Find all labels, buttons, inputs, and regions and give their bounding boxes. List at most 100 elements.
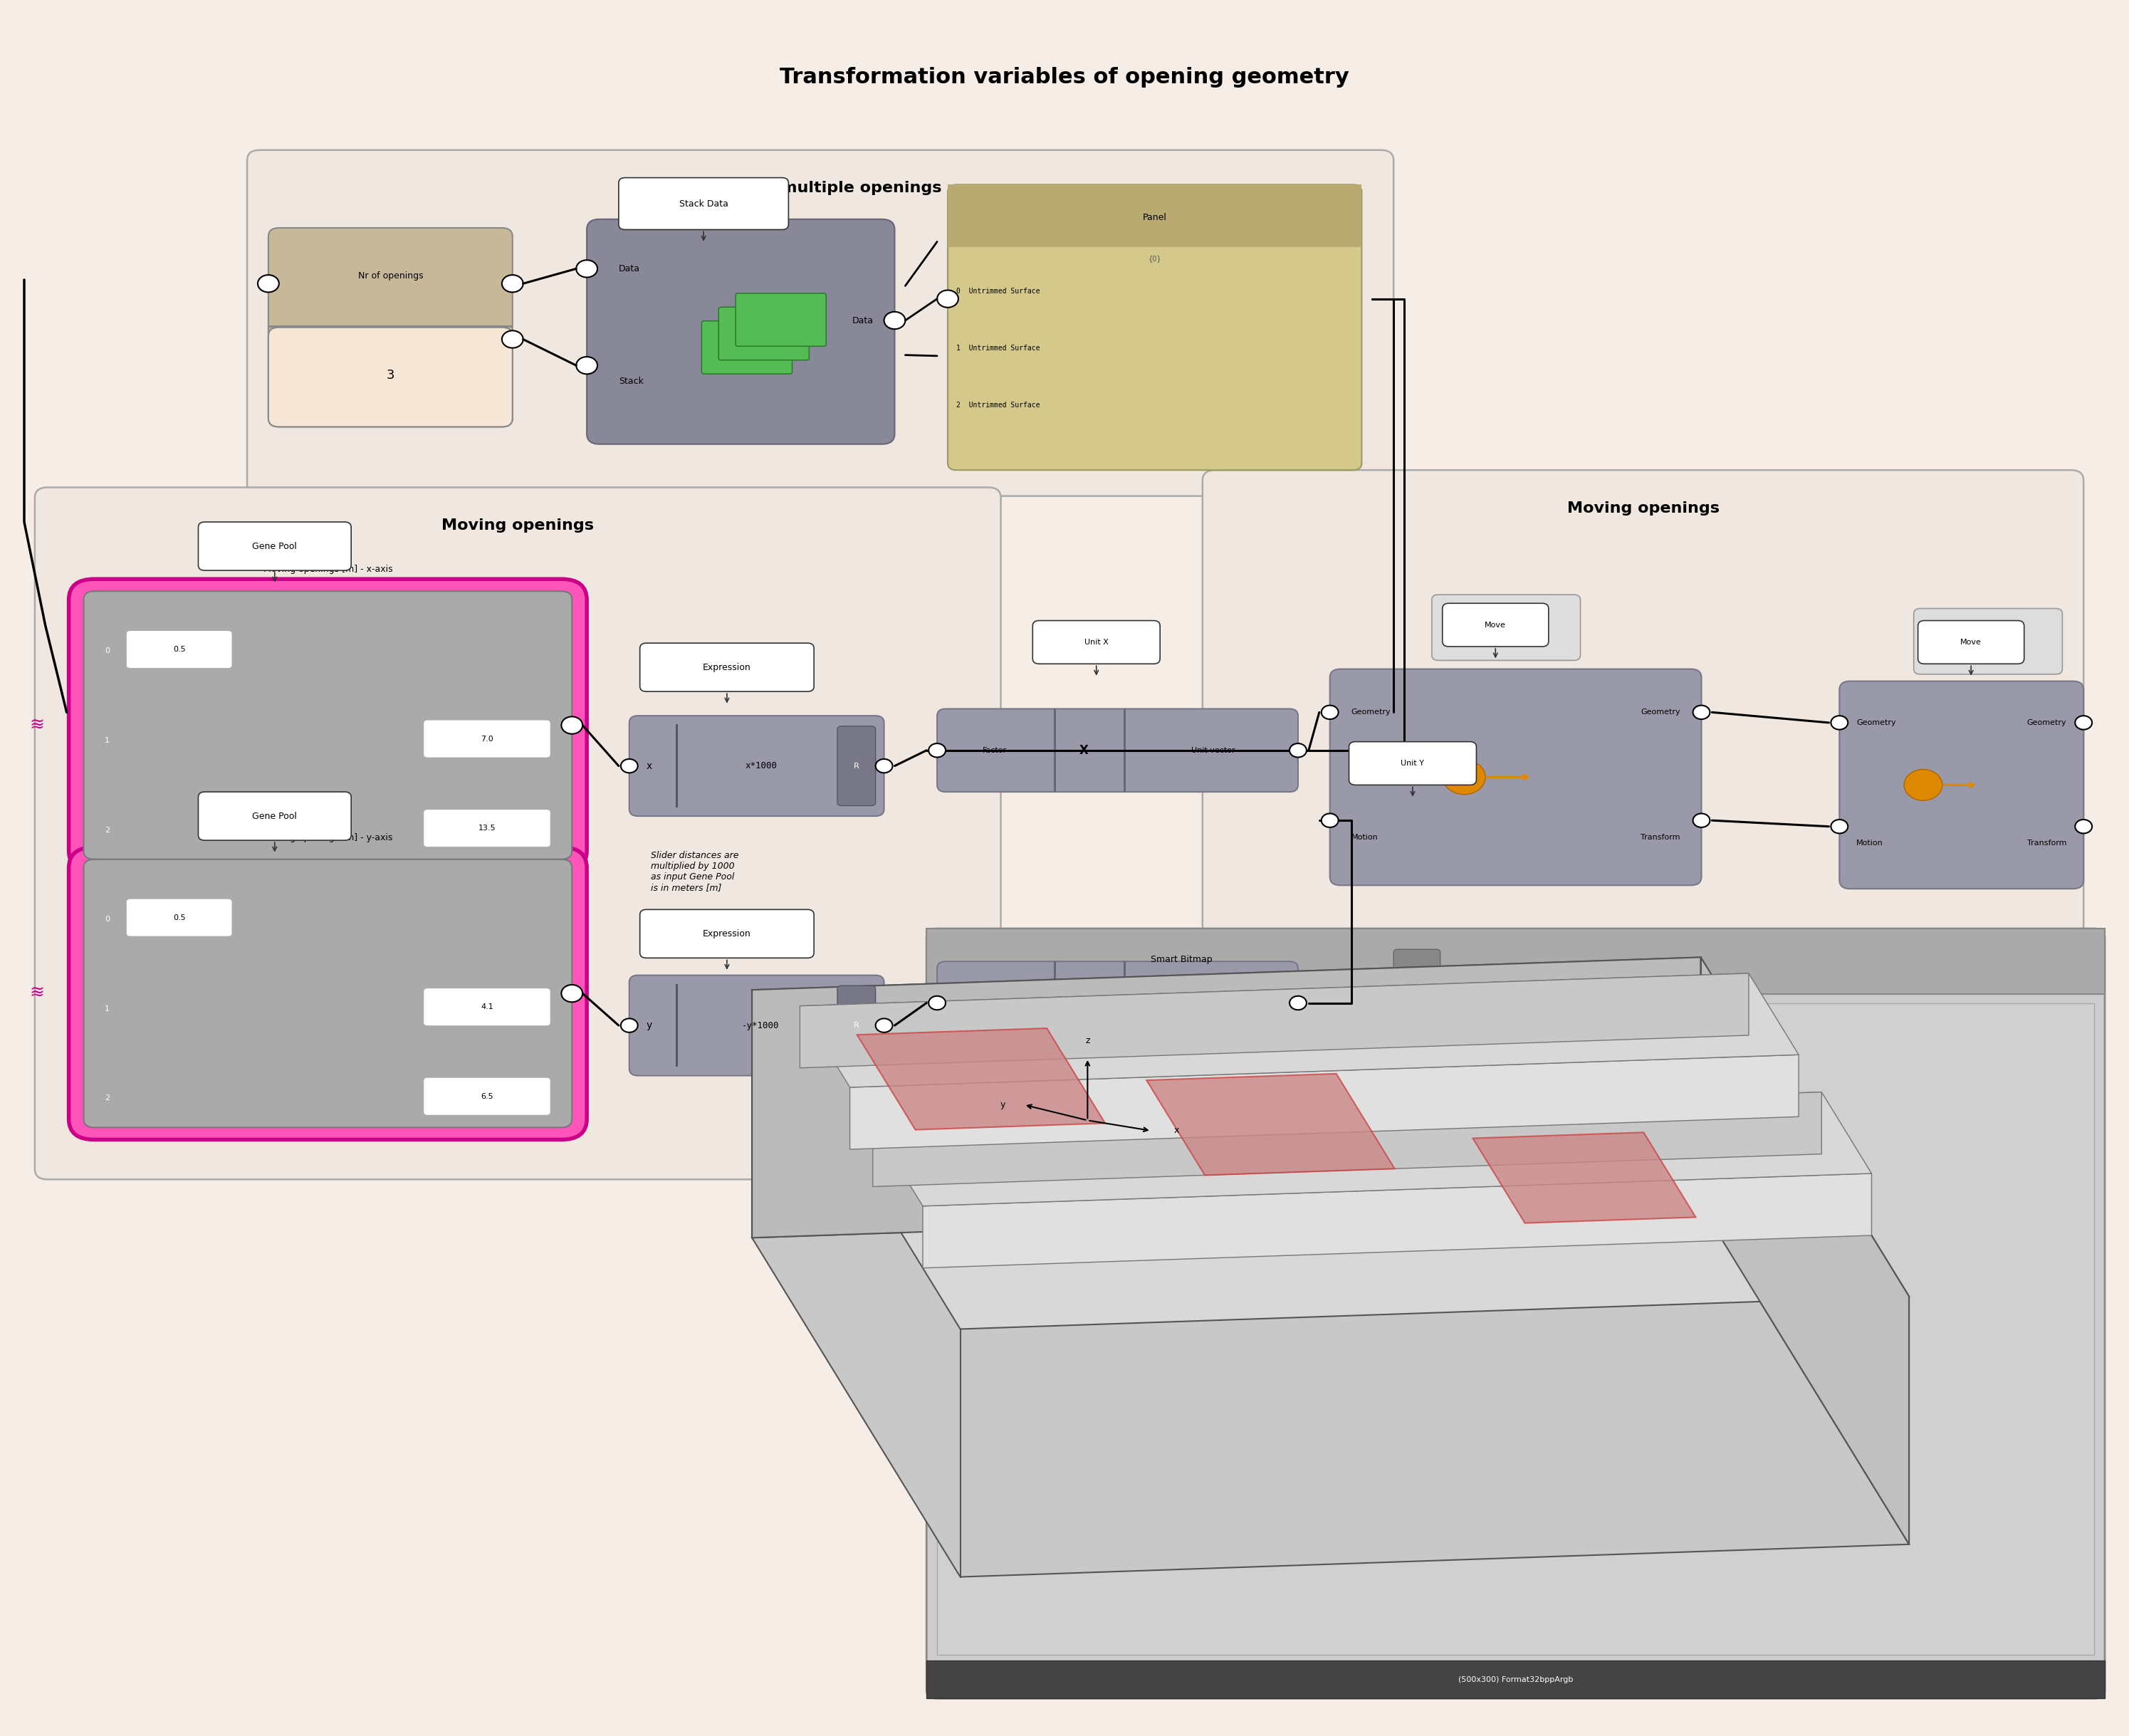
FancyBboxPatch shape <box>68 847 588 1139</box>
Circle shape <box>258 274 279 292</box>
FancyBboxPatch shape <box>588 219 894 444</box>
FancyBboxPatch shape <box>1394 950 1441 981</box>
Text: 0.5: 0.5 <box>172 915 185 922</box>
Circle shape <box>937 290 958 307</box>
Text: Data: Data <box>620 264 641 273</box>
FancyBboxPatch shape <box>1914 609 2063 674</box>
Text: Slider distances are
multiplied by 1000
as input Gene Pool
is in meters [m]: Slider distances are multiplied by 1000 … <box>651 851 739 892</box>
Text: Expression: Expression <box>703 929 752 939</box>
Text: X: X <box>1079 745 1088 757</box>
Polygon shape <box>858 1028 1105 1130</box>
FancyBboxPatch shape <box>424 720 551 759</box>
Polygon shape <box>801 974 1799 1087</box>
Text: Moving openings: Moving openings <box>441 519 594 533</box>
Polygon shape <box>873 1092 1871 1207</box>
Text: 0.5: 0.5 <box>172 646 185 653</box>
Bar <box>926 929 2106 995</box>
Circle shape <box>1443 760 1486 795</box>
Text: (500x300) Format32bppArgb: (500x300) Format32bppArgb <box>1458 1675 1573 1682</box>
Text: Move: Move <box>1495 623 1518 632</box>
Text: x*1000: x*1000 <box>745 762 777 771</box>
Circle shape <box>884 312 905 330</box>
Polygon shape <box>873 1092 1822 1187</box>
Text: Stack Data: Stack Data <box>679 200 728 208</box>
Text: R: R <box>854 1023 860 1029</box>
Text: Motion: Motion <box>1856 840 1884 847</box>
Text: 1: 1 <box>104 1005 111 1012</box>
Text: 2  Untrimmed Surface: 2 Untrimmed Surface <box>956 401 1039 408</box>
FancyBboxPatch shape <box>641 910 813 958</box>
Text: y: y <box>1001 1101 1005 1109</box>
Bar <box>937 1003 2095 1654</box>
Circle shape <box>2076 715 2093 729</box>
Circle shape <box>502 330 524 347</box>
Text: 4.1: 4.1 <box>481 1003 494 1010</box>
Text: x: x <box>1173 1127 1179 1135</box>
Circle shape <box>875 1019 892 1033</box>
Text: Data: Data <box>852 316 873 325</box>
Polygon shape <box>849 1055 1799 1149</box>
Text: Move: Move <box>1961 639 1982 646</box>
FancyBboxPatch shape <box>703 321 792 373</box>
Circle shape <box>1831 715 1848 729</box>
Text: Unit X: Unit X <box>1084 639 1109 646</box>
Text: Panel: Panel <box>1143 214 1167 222</box>
FancyBboxPatch shape <box>947 184 1363 470</box>
Text: 0: 0 <box>104 648 111 654</box>
Circle shape <box>1322 814 1339 828</box>
FancyBboxPatch shape <box>641 642 813 691</box>
Polygon shape <box>752 957 1701 1238</box>
Text: Move: Move <box>1976 637 1999 646</box>
FancyBboxPatch shape <box>34 488 1001 1179</box>
Text: Smart Bitmap: Smart Bitmap <box>1150 955 1211 963</box>
FancyBboxPatch shape <box>720 307 809 359</box>
Circle shape <box>562 717 583 734</box>
FancyBboxPatch shape <box>937 962 1299 1045</box>
Text: 2: 2 <box>104 826 111 833</box>
FancyBboxPatch shape <box>83 592 573 859</box>
FancyBboxPatch shape <box>424 809 551 847</box>
Text: Geometry: Geometry <box>1641 708 1680 715</box>
Text: Gene Pool: Gene Pool <box>253 811 298 821</box>
FancyBboxPatch shape <box>1033 620 1160 663</box>
Text: Moving openings: Moving openings <box>1567 502 1720 516</box>
FancyBboxPatch shape <box>424 988 551 1026</box>
Text: Factor: Factor <box>981 1000 1007 1007</box>
Polygon shape <box>801 974 1748 1068</box>
FancyBboxPatch shape <box>424 1078 551 1116</box>
Text: 13.5: 13.5 <box>479 825 496 832</box>
FancyBboxPatch shape <box>268 328 513 427</box>
FancyBboxPatch shape <box>1350 741 1475 785</box>
Text: 1: 1 <box>104 738 111 745</box>
FancyBboxPatch shape <box>1839 681 2084 889</box>
FancyBboxPatch shape <box>83 859 573 1127</box>
Circle shape <box>928 996 945 1010</box>
Polygon shape <box>1473 1132 1695 1224</box>
FancyBboxPatch shape <box>1203 470 2084 972</box>
Polygon shape <box>752 957 1910 1330</box>
Text: 7.0: 7.0 <box>481 736 494 743</box>
Text: {0}: {0} <box>1148 255 1160 262</box>
Text: 2: 2 <box>104 1094 111 1102</box>
FancyBboxPatch shape <box>126 899 232 937</box>
Circle shape <box>577 260 598 278</box>
FancyBboxPatch shape <box>737 293 826 345</box>
Circle shape <box>1322 705 1339 719</box>
Text: Transform: Transform <box>2027 840 2067 847</box>
Text: Unit Y: Unit Y <box>1401 760 1424 767</box>
Circle shape <box>875 759 892 773</box>
Text: Gene Pool: Gene Pool <box>253 542 298 550</box>
Text: 3: 3 <box>385 368 394 382</box>
FancyBboxPatch shape <box>837 726 875 806</box>
Polygon shape <box>752 1205 1910 1576</box>
FancyBboxPatch shape <box>247 149 1394 496</box>
Text: Moving openings [m] - y-axis: Moving openings [m] - y-axis <box>264 833 392 842</box>
FancyBboxPatch shape <box>198 523 351 571</box>
Text: ≋: ≋ <box>30 984 45 1002</box>
Bar <box>926 1660 2106 1698</box>
Text: 0: 0 <box>104 917 111 924</box>
Text: -y*1000: -y*1000 <box>743 1021 779 1029</box>
FancyBboxPatch shape <box>198 792 351 840</box>
Polygon shape <box>1701 957 1910 1545</box>
Text: z: z <box>1086 1036 1090 1045</box>
